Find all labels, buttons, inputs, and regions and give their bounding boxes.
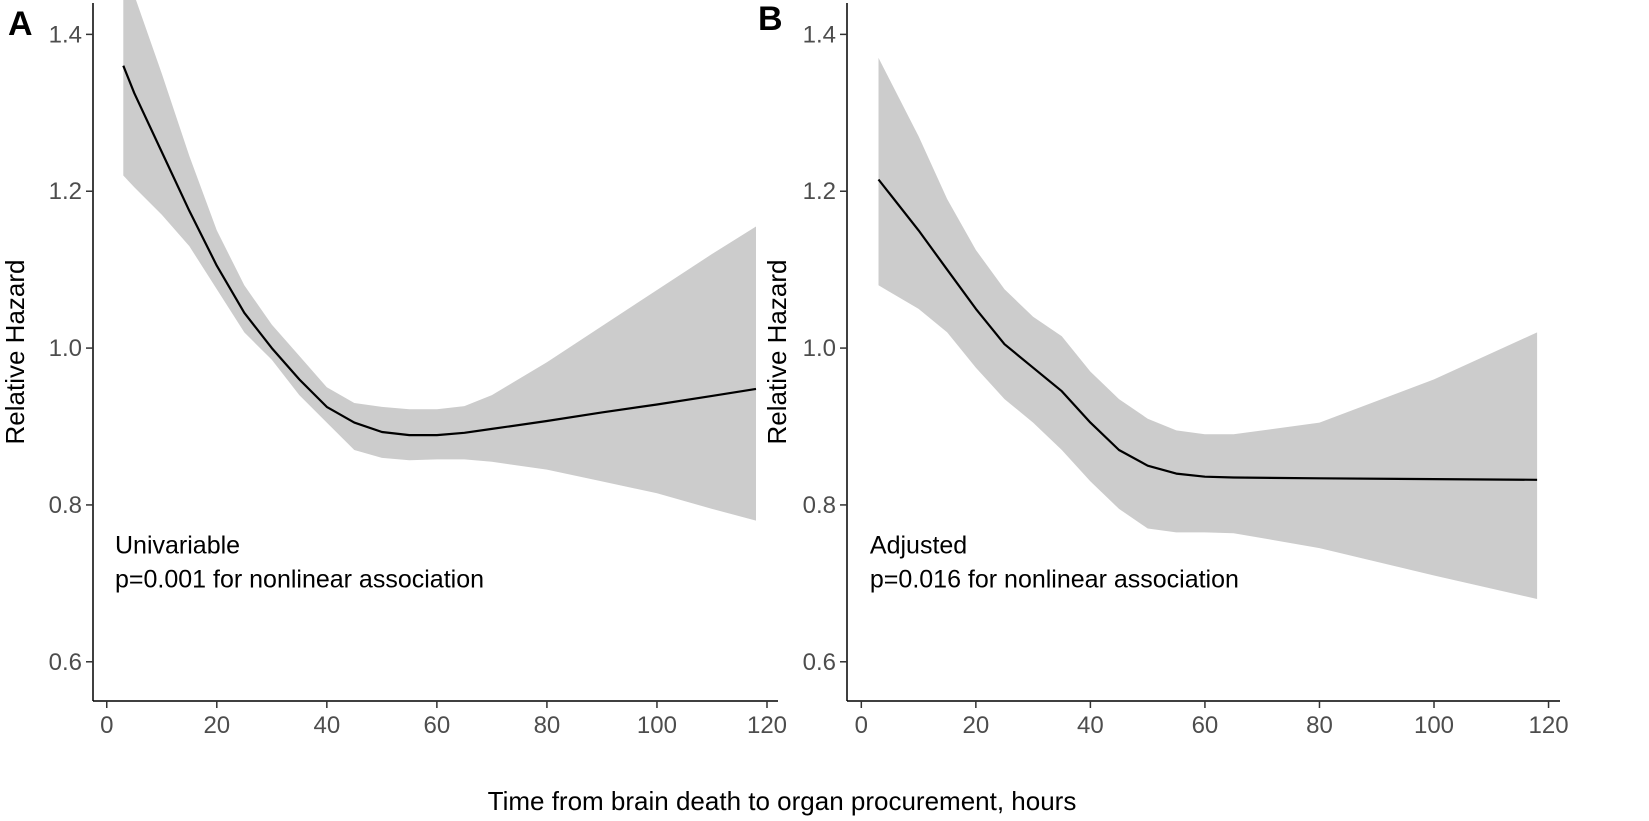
y-axis-title: Relative Hazard [762,260,792,445]
panel-b: 0.6 0.8 1.0 1.2 1.4 0 20 40 60 80 100 120 Relative H… [758,0,1569,739]
y-tick-label: 1.2 [49,178,82,205]
y-tick-label: 0.8 [803,492,836,519]
x-tick-label: 80 [534,712,561,739]
panel-label: B [758,0,783,38]
hazard-line [122,65,757,437]
confidence-band [123,0,756,521]
x-tick-label: 0 [100,712,113,739]
y-tick-label: 1.4 [49,21,82,48]
y-tick-label: 0.6 [49,649,82,676]
y-tick-label: 0.8 [49,492,82,519]
x-tick-label: 120 [747,712,787,739]
x-tick-label: 20 [203,712,230,739]
annotation-line: Univariable [115,531,240,559]
y-tick-label: 0.6 [803,649,836,676]
annotation-line: p=0.016 for nonlinear association [870,565,1239,593]
hazard-line [877,178,1538,481]
panel-a: 0.6 0.8 1.0 1.2 1.4 0 20 40 60 80 100 120 Relative H… [0,0,787,739]
x-tick-label: 60 [1192,712,1219,739]
x-tick-label: 0 [855,712,868,739]
annotation-line: Adjusted [870,531,967,559]
x-axis-title: Time from brain death to organ procureme… [488,786,1077,816]
x-tick-label: 100 [1414,712,1454,739]
y-tick-label: 1.2 [803,178,836,205]
y-tick-label: 1.0 [803,335,836,362]
y-tick-label: 1.0 [49,335,82,362]
x-tick-label: 80 [1306,712,1333,739]
x-tick-label: 20 [963,712,990,739]
x-tick-label: 100 [637,712,677,739]
x-tick-label: 60 [424,712,451,739]
y-axis-title: Relative Hazard [0,260,30,445]
x-tick-label: 120 [1529,712,1569,739]
panel-label: A [8,5,33,43]
x-tick-label: 40 [313,712,340,739]
confidence-band [878,57,1538,599]
x-tick-label: 40 [1077,712,1104,739]
annotation-line: p=0.001 for nonlinear association [115,565,484,593]
y-tick-label: 1.4 [803,21,836,48]
